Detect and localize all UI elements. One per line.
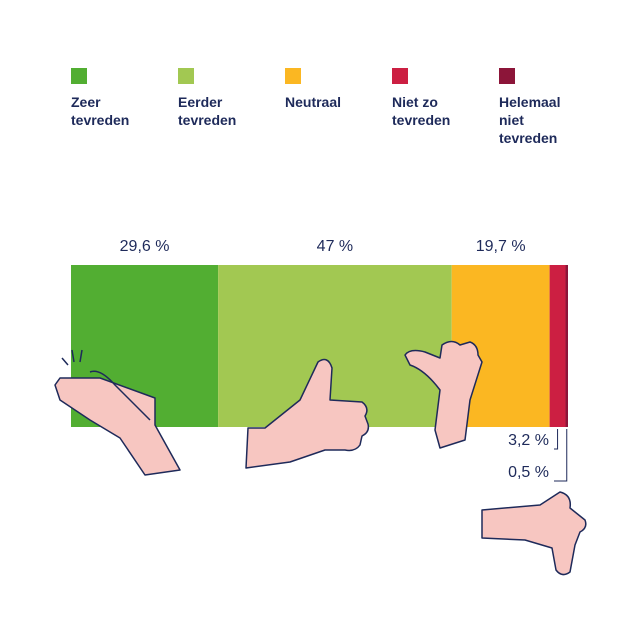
value-label: 19,7 % (476, 238, 526, 255)
pointing-hand (404, 340, 483, 449)
legend-label: Eerder tevreden (178, 94, 237, 128)
value-label: 3,2 % (508, 432, 549, 449)
hand-illustrations (54, 340, 587, 576)
bar-segment (549, 265, 566, 427)
value-label: 29,6 % (120, 238, 170, 255)
legend-swatch (499, 68, 515, 84)
bar-segment (565, 265, 568, 427)
legend-swatch (285, 68, 301, 84)
legend-swatch (392, 68, 408, 84)
thumbs-up-hand (245, 358, 370, 469)
legend-label: Neutraal (285, 94, 342, 110)
value-label: 47 % (317, 238, 353, 255)
legend-swatch (71, 68, 87, 84)
legend-label: Niet zo tevreden (392, 94, 451, 128)
clapping-hands-detail (89, 370, 151, 421)
legend-label: Helemaal niet tevreden (499, 94, 561, 146)
clap-lines (61, 349, 83, 366)
clapping-hands (54, 377, 181, 476)
legend-label: Zeer tevreden (71, 94, 130, 128)
bar-group (71, 265, 568, 427)
legend-swatch (178, 68, 194, 84)
leader-line (554, 429, 568, 482)
leader-line (554, 429, 559, 450)
value-label: 0,5 % (508, 464, 549, 481)
thumbs-down-hand (481, 491, 587, 576)
